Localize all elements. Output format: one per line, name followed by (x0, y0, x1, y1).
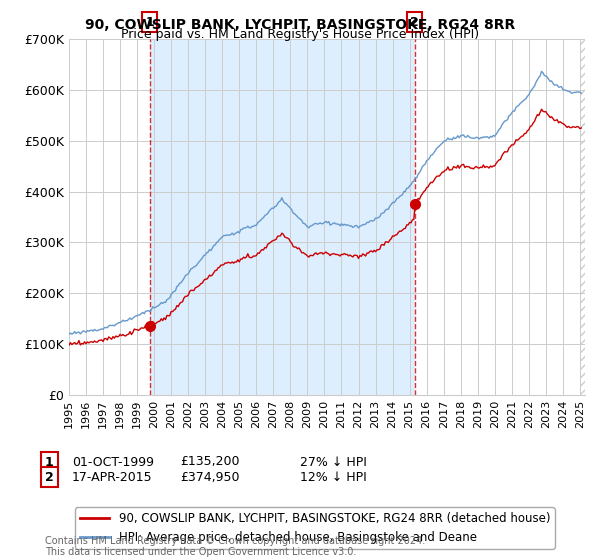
Text: 90, COWSLIP BANK, LYCHPIT, BASINGSTOKE, RG24 8RR: 90, COWSLIP BANK, LYCHPIT, BASINGSTOKE, … (85, 18, 515, 32)
Text: 12% ↓ HPI: 12% ↓ HPI (300, 470, 367, 484)
Text: 2: 2 (410, 16, 419, 29)
Text: Contains HM Land Registry data © Crown copyright and database right 2024.
This d: Contains HM Land Registry data © Crown c… (45, 535, 425, 557)
Text: Price paid vs. HM Land Registry's House Price Index (HPI): Price paid vs. HM Land Registry's House … (121, 28, 479, 41)
Text: 27% ↓ HPI: 27% ↓ HPI (300, 455, 367, 469)
Text: £374,950: £374,950 (180, 470, 239, 484)
Text: £135,200: £135,200 (180, 455, 239, 469)
Text: 01-OCT-1999: 01-OCT-1999 (72, 455, 154, 469)
Text: 17-APR-2015: 17-APR-2015 (72, 470, 152, 484)
Legend: 90, COWSLIP BANK, LYCHPIT, BASINGSTOKE, RG24 8RR (detached house), HPI: Average : 90, COWSLIP BANK, LYCHPIT, BASINGSTOKE, … (75, 507, 555, 549)
Text: 1: 1 (146, 16, 154, 29)
Text: 1: 1 (45, 455, 54, 469)
Bar (150, 39, 415, 395)
Bar (580, 39, 597, 395)
Text: 2: 2 (45, 470, 54, 484)
